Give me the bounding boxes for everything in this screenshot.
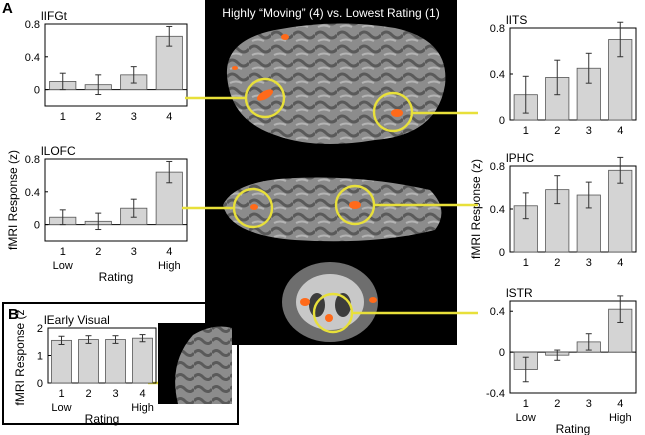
y-tick-label: 1: [37, 351, 43, 363]
brain-panel-title: Highly “Moving” (4) vs. Lowest Rating (1…: [222, 6, 440, 20]
chart-title: lSTR: [506, 286, 533, 300]
x-tick-label: 4: [139, 388, 145, 400]
y-tick-label: 0.8: [25, 154, 40, 166]
plot-frame: [44, 23, 188, 107]
plot-frame: [509, 300, 637, 394]
bar: [132, 337, 153, 384]
y-tick-label: 0.4: [490, 204, 505, 216]
panel-letter-a: A: [2, 0, 13, 17]
panel-b-box: [2, 302, 239, 425]
chart-lifgt: lIFGt 0 0.4 0.8 1 2 3 4: [25, 9, 188, 123]
bar: [78, 339, 99, 384]
x-tick-label: 1: [523, 398, 529, 410]
chart-early-visual: lEarly Visual 0 1 2 1 2 3 4 Low High Rating fMRI Re…: [13, 310, 157, 426]
x-tick-label: 4: [166, 246, 172, 258]
x-tick-label: 2: [554, 398, 560, 410]
x-tick-label: 2: [554, 257, 560, 269]
x-axis-label: Rating: [85, 412, 120, 426]
x-tick-label: 3: [131, 246, 137, 258]
x-tick-label: 3: [112, 388, 118, 400]
x-tick-label: 3: [131, 111, 137, 123]
x-tick-label: 4: [617, 125, 623, 137]
y-axis-label: fMRI Response (z): [6, 150, 20, 250]
chart-title: lEarly Visual: [44, 313, 110, 327]
plot-frame: [44, 158, 188, 242]
x-tick-label: 3: [586, 257, 592, 269]
x-tick-label: 1: [523, 125, 529, 137]
y-tick-label: 2: [37, 323, 43, 335]
x-tick-label: 1: [58, 388, 64, 400]
x-tick-label: 1: [60, 111, 66, 123]
x-tick-label: 1: [523, 257, 529, 269]
x-axis-label: Rating: [99, 270, 134, 284]
y-tick-label: 0.4: [490, 69, 505, 81]
bar: [51, 339, 72, 384]
x-low-label: Low: [516, 412, 536, 424]
y-tick-label: 0: [499, 247, 505, 259]
chart-llofc: lLOFC 0 0.4 0.8 1 2 3 4 Low High Rating fMRI Respon…: [6, 144, 188, 284]
x-tick-label: 2: [85, 388, 91, 400]
y-tick-label: -0.4: [486, 388, 505, 400]
chart-lphc: lPHC 0 0.4 0.8 1 2 3 4 fMRI Response (z): [469, 151, 637, 269]
y-tick-label: 0: [37, 378, 43, 390]
x-low-label: Low: [51, 402, 71, 414]
y-tick-label: 0.8: [25, 19, 40, 31]
y-tick-label: 0.4: [490, 306, 505, 318]
x-high-label: High: [158, 260, 181, 272]
y-tick-label: 0: [34, 85, 40, 97]
y-tick-label: 0: [499, 115, 505, 127]
x-low-label: Low: [53, 260, 73, 272]
x-tick-label: 4: [166, 111, 172, 123]
y-tick-label: 0: [34, 220, 40, 232]
chart-lits: lITS 0 0.4 0.8 1 2 3 4: [490, 13, 637, 137]
x-tick-label: 4: [617, 257, 623, 269]
x-tick-label: 2: [95, 246, 101, 258]
brain-lateral-view: [226, 23, 446, 144]
brain-renderings: [223, 23, 446, 342]
x-tick-label: 3: [586, 398, 592, 410]
x-high-label: High: [609, 412, 632, 424]
bar: [105, 339, 126, 384]
y-tick-label: 0: [499, 347, 505, 359]
early-visual-brain-image: [158, 323, 232, 404]
y-axis-label: fMRI Response (z): [13, 310, 27, 406]
activation-blobs: [232, 34, 403, 322]
y-tick-label: 0.4: [25, 187, 40, 199]
chart-title: lIFGt: [41, 9, 68, 23]
panel-letter-b: B: [8, 306, 19, 323]
brain-ventral-view: [223, 177, 442, 242]
x-tick-label: 4: [617, 398, 623, 410]
x-tick-label: 2: [95, 111, 101, 123]
y-tick-label: 0.8: [490, 161, 505, 173]
x-tick-label: 2: [554, 125, 560, 137]
chart-title: lLOFC: [41, 144, 76, 158]
y-tick-label: 0.8: [490, 23, 505, 35]
chart-title: lPHC: [506, 151, 534, 165]
x-high-label: High: [131, 402, 154, 414]
x-tick-label: 1: [60, 246, 66, 258]
y-tick-label: 0.4: [25, 52, 40, 64]
chart-title: lITS: [506, 13, 527, 27]
y-axis-label: fMRI Response (z): [469, 159, 483, 259]
x-tick-label: 3: [586, 125, 592, 137]
